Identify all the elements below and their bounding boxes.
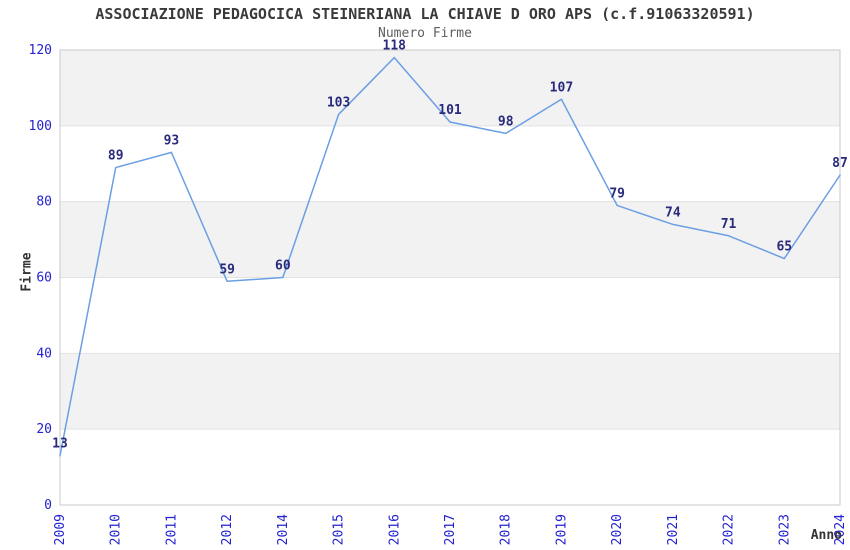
x-tick-label: 2014 [276, 514, 291, 545]
x-tick-label: 2024 [833, 514, 848, 545]
data-point-label: 103 [327, 95, 350, 110]
x-tick-label: 2012 [220, 514, 235, 545]
x-tick-label: 2019 [554, 514, 569, 545]
x-axis-title: Anno [810, 528, 842, 543]
y-tick-label: 120 [29, 43, 52, 58]
x-tick-label: 2023 [777, 514, 792, 545]
data-point-label: 118 [383, 39, 407, 54]
x-tick-label: 2022 [722, 514, 737, 545]
x-tick-label: 2020 [610, 514, 625, 545]
x-tick-label: 2009 [53, 514, 68, 545]
data-point-label: 89 [108, 149, 124, 164]
data-point-label: 93 [164, 133, 180, 148]
x-tick-label: 2017 [443, 514, 458, 545]
chart-title: ASSOCIAZIONE PEDAGOCICA STEINERIANA LA C… [95, 5, 755, 23]
y-tick-label: 40 [36, 346, 52, 361]
x-tick-label: 2011 [164, 514, 179, 545]
data-point-label: 98 [498, 114, 514, 129]
grid-band [60, 50, 840, 126]
data-point-label: 74 [665, 205, 681, 220]
data-point-label: 101 [438, 103, 462, 118]
data-point-label: 107 [550, 80, 573, 95]
data-line [59, 56, 841, 457]
x-tick-label: 2021 [666, 514, 681, 545]
grid-band [60, 353, 840, 430]
x-tick-label: 2018 [499, 514, 514, 545]
x-tick-label: 2016 [387, 514, 402, 545]
x-tick-label: 2010 [109, 514, 124, 545]
plot-border [59, 49, 841, 506]
data-point-label: 13 [52, 437, 68, 452]
y-axis-title: Firme [19, 252, 35, 292]
data-point-label: 60 [275, 259, 291, 274]
y-tick-label: 80 [36, 195, 52, 210]
x-tick-label: 2015 [332, 514, 347, 545]
grid-band [60, 201, 840, 278]
data-point-label: 71 [721, 217, 737, 232]
data-point-label: 79 [609, 186, 625, 201]
chart-subtitle: Numero Firme [378, 26, 472, 41]
data-point-label: 59 [219, 262, 235, 277]
y-tick-label: 100 [29, 119, 52, 134]
data-point-label: 87 [832, 156, 848, 171]
data-point-label: 65 [776, 240, 792, 255]
y-tick-label: 20 [36, 422, 52, 437]
y-tick-label: 0 [44, 498, 52, 513]
y-tick-label: 60 [36, 271, 52, 286]
